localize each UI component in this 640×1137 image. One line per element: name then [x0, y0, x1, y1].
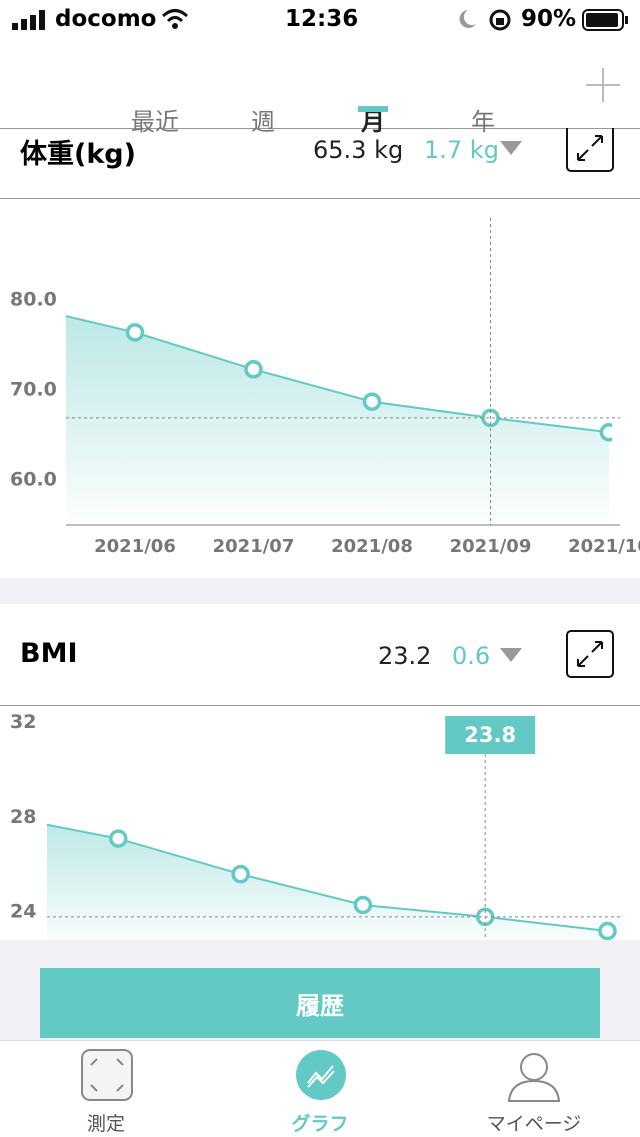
bmi-card-header: BMI 23.2 0.6 [0, 604, 640, 706]
data-point [599, 423, 612, 442]
area [47, 824, 608, 940]
x-tick-label: 2021/07 [213, 536, 295, 557]
signal-icon [12, 10, 45, 30]
nav-label[interactable]: マイページ [486, 1113, 582, 1135]
tab[interactable]: 月 [361, 108, 385, 136]
wifi-icon [162, 9, 188, 29]
data-point [0, 807, 4, 822]
y-tick-label: 28 [10, 806, 36, 828]
expand-button[interactable] [566, 128, 614, 172]
current-value: 65.3 kg [313, 136, 404, 164]
tab-indicator [358, 106, 388, 112]
graph-icon[interactable] [295, 1049, 347, 1101]
area [66, 316, 609, 525]
data-point [125, 323, 145, 342]
tab[interactable]: 週 [251, 108, 275, 136]
line [66, 315, 610, 434]
battery-icon [582, 9, 628, 31]
plot [66, 315, 612, 525]
data-point [109, 829, 128, 848]
tab[interactable]: 年 [471, 108, 495, 136]
x-tick-label: 2021/09 [450, 536, 532, 557]
line [47, 823, 608, 933]
data-point [598, 921, 617, 940]
data-point [231, 864, 250, 884]
y-tick-label: 32 [10, 711, 36, 733]
status-bar: docomo 12:36 90% [0, 0, 640, 42]
y-tick-label: 70.0 [10, 379, 57, 401]
value-label-box [445, 716, 536, 754]
current-value: 23.2 [378, 642, 432, 670]
tab-bar: 最近 週 月 年 [0, 42, 640, 136]
x-tick-label: 2021/10 [568, 536, 640, 557]
card-title: BMI [20, 638, 78, 669]
y-tick-label: 80.0 [10, 289, 57, 311]
history-button[interactable]: 履歴 [40, 968, 600, 1038]
change-value: 1.7 kg [424, 136, 499, 164]
down-arrow [500, 141, 522, 155]
value-label: 23.8 [464, 723, 516, 747]
data-point [362, 392, 382, 411]
down-arrow [500, 648, 522, 662]
carrier: docomo [55, 6, 157, 32]
plot [0, 807, 617, 940]
battery-level: 90% [521, 6, 577, 32]
footer-area: 履歴 [0, 940, 640, 1040]
separator [0, 578, 640, 604]
x-tick-label: 2021/08 [331, 536, 413, 557]
clock: 12:36 [285, 6, 359, 32]
data-point [244, 360, 263, 379]
weight-card-header: 体重(kg) 65.3 kg 1.7 kg [0, 128, 640, 199]
y-tick-label: 24 [10, 901, 36, 923]
mypage-icon[interactable] [506, 1047, 562, 1103]
y-tick-label: 60.0 [10, 469, 57, 491]
bmi-chart: 24 28 32 23.8 [0, 711, 620, 940]
expand-button[interactable] [566, 630, 614, 678]
tab[interactable]: 最近 [131, 108, 179, 136]
measure-icon[interactable] [81, 1049, 133, 1101]
nav-label[interactable]: 測定 [86, 1113, 126, 1135]
x-tick-label: 2021/06 [94, 536, 176, 557]
card-title: 体重(kg) [20, 139, 136, 170]
change-value: 0.6 [452, 642, 491, 670]
weight-chart: 60.0 70.0 80.0 2021/06 2021/07 2021/08 2021/09… [10, 218, 640, 557]
add-button[interactable] [584, 66, 622, 104]
data-point [353, 895, 373, 915]
status-icons [459, 9, 511, 31]
nav-label[interactable]: グラフ [291, 1113, 349, 1135]
bottom-nav: 測定 グラフ マイページ [0, 1040, 640, 1137]
